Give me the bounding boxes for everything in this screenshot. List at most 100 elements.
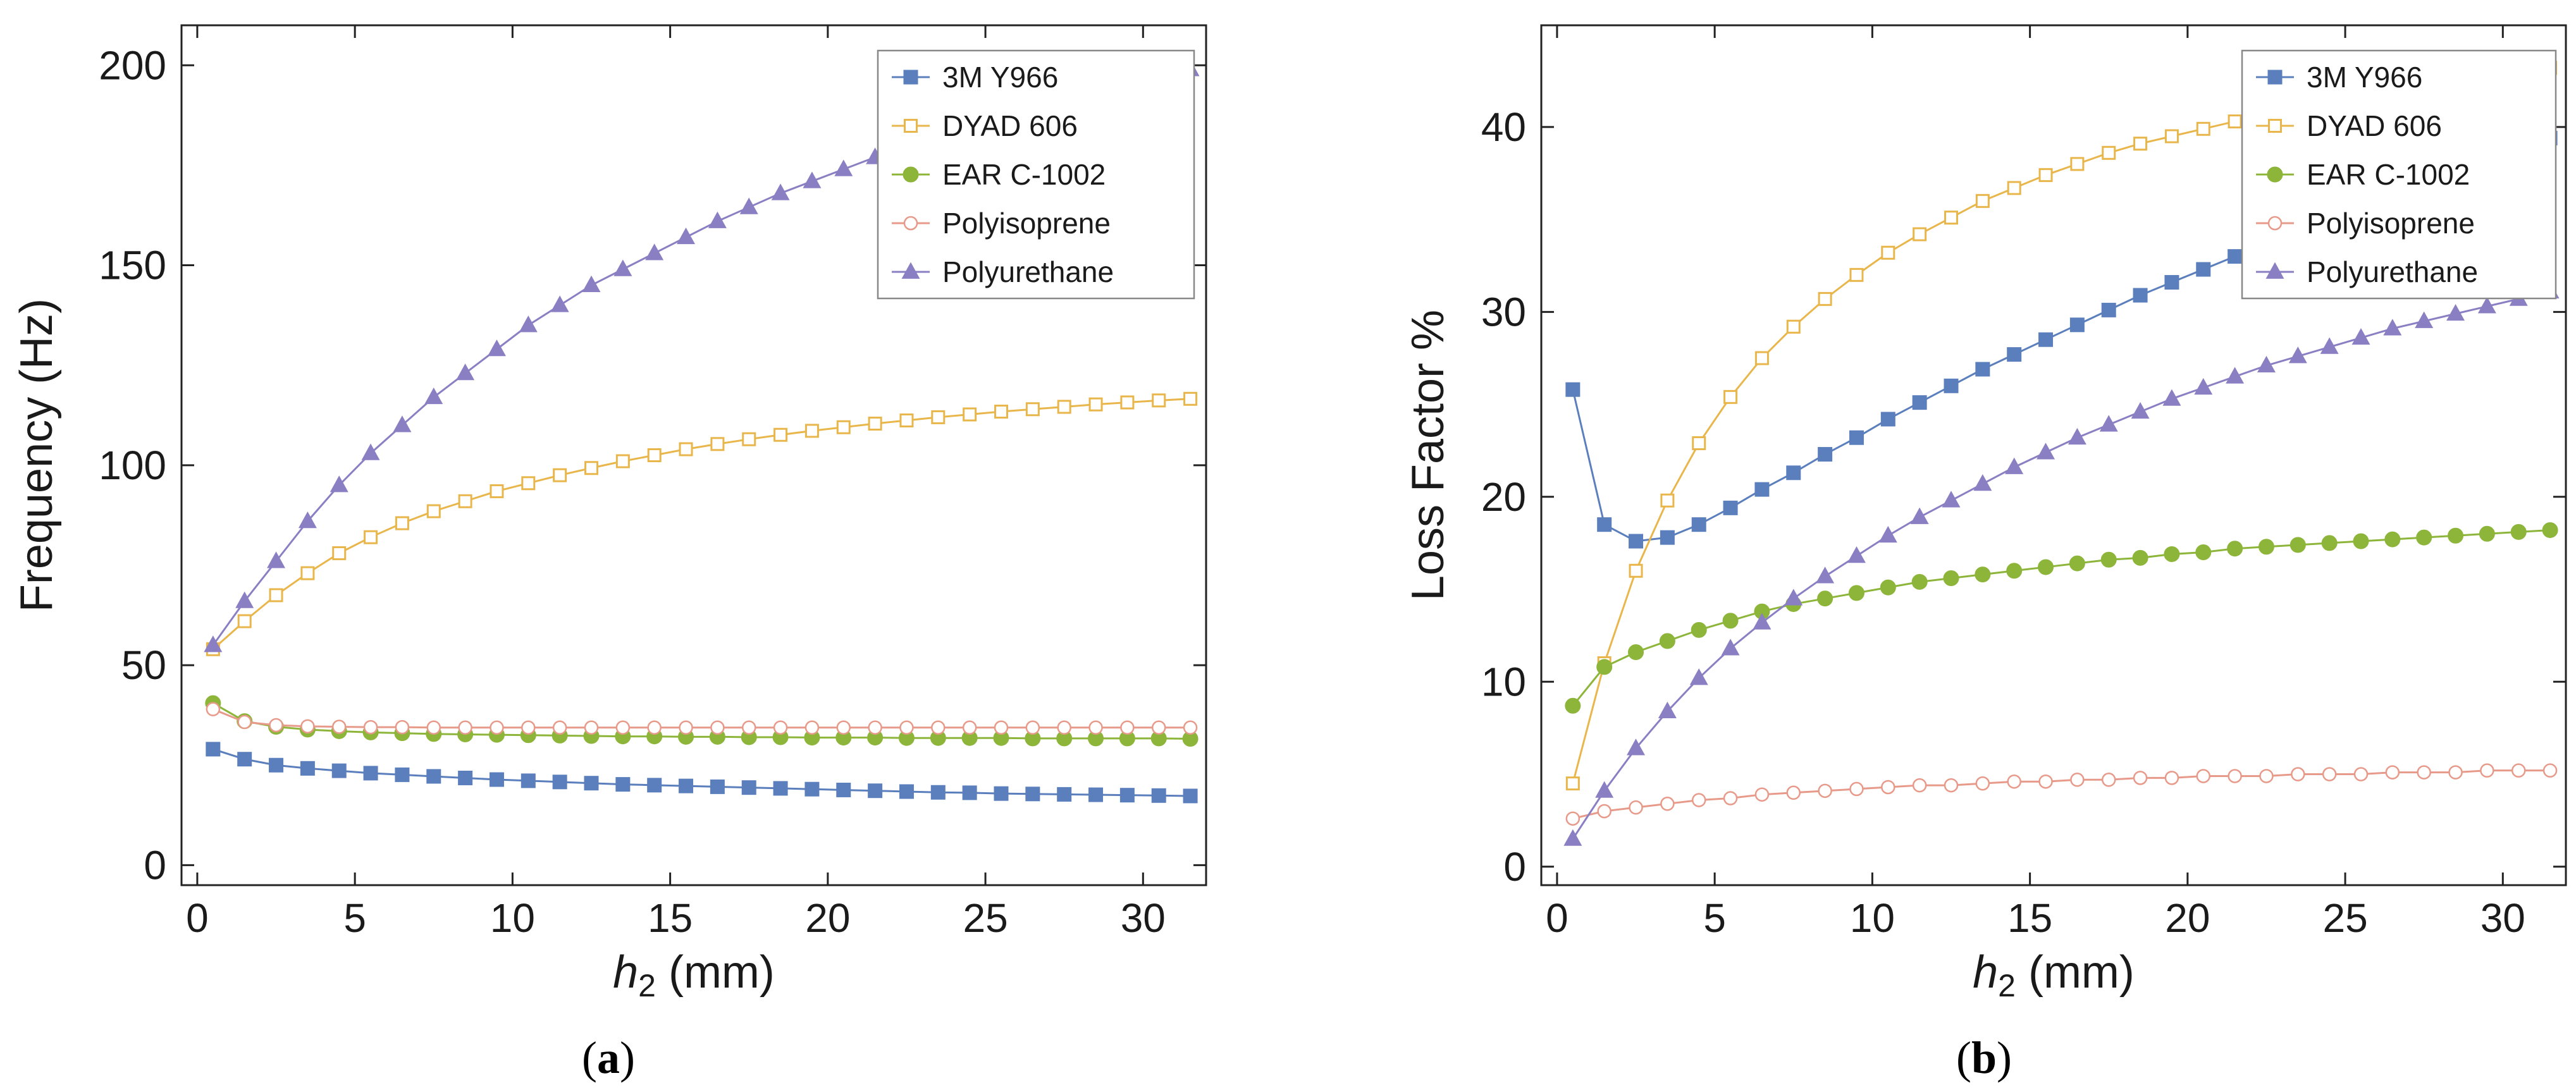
panel-a-point-polyisoprene-9 xyxy=(490,720,504,735)
panel-a-point-polyurethane-16 xyxy=(708,211,727,228)
panel-a-series-3m-y966 xyxy=(206,742,1198,804)
panel-a-point-dyad-606-19 xyxy=(804,424,819,438)
panel-a-point-polyisoprene-31 xyxy=(1183,720,1198,735)
panel-a-point-polyisoprene-17 xyxy=(741,720,756,735)
panel-b-point-ear-c-1002-23 xyxy=(2289,537,2306,553)
panel-a-point-polyurethane-2 xyxy=(267,551,286,568)
panel-a-point-polyurethane-6 xyxy=(393,415,412,432)
panel-a-ytick-label-0: 0 xyxy=(144,842,166,888)
panel-b-point-polyurethane-0 xyxy=(1563,829,1582,846)
panel-b-point-polyisoprene-15 xyxy=(2038,774,2053,789)
panel-a-point-polyurethane-10 xyxy=(519,315,538,333)
panel-b-point-dyad-606-9 xyxy=(1849,267,1864,282)
panel-b-point-polyisoprene-26 xyxy=(2385,765,2400,780)
panel-b-point-3m-y966-8 xyxy=(1818,447,1833,462)
panel-b-point-ear-c-1002-8 xyxy=(1817,591,1833,607)
panel-b-point-dyad-606-20 xyxy=(2196,121,2210,136)
panel-a-point-dyad-606-28 xyxy=(1088,397,1103,412)
panel-b-point-3m-y966-7 xyxy=(1786,465,1801,481)
panel-b-point-ear-c-1002-4 xyxy=(1691,622,1707,638)
panel-a-point-3m-y966-26 xyxy=(1025,787,1040,802)
panel-b-xtick-label-0: 0 xyxy=(1546,895,1568,941)
panel-b-point-dyad-606-15 xyxy=(2038,168,2053,182)
panel-b-point-polyisoprene-20 xyxy=(2196,769,2211,783)
panel-b-point-3m-y966-17 xyxy=(2101,302,2116,317)
panel-a-point-3m-y966-11 xyxy=(552,775,567,790)
panel-b-point-ear-c-1002-3 xyxy=(1659,633,1675,649)
panel-b-point-3m-y966-9 xyxy=(1849,430,1864,445)
panel-a-point-polyurethane-19 xyxy=(803,171,822,188)
panel-a-point-polyisoprene-15 xyxy=(679,720,693,735)
panel-b-point-dyad-606-2 xyxy=(1629,563,1643,578)
panel-b-point-ear-c-1002-18 xyxy=(2132,549,2148,566)
panel-a-point-dyad-606-2 xyxy=(269,588,283,603)
panel-b-point-polyisoprene-4 xyxy=(1691,793,1706,807)
panel-a-point-dyad-606-16 xyxy=(710,437,725,451)
panel-b-point-polyurethane-10 xyxy=(1878,525,1897,543)
panel-a-point-dyad-606-29 xyxy=(1120,395,1135,410)
panel-b-point-polyisoprene-5 xyxy=(1723,791,1738,805)
panel-a-point-polyurethane-0 xyxy=(204,635,223,652)
panel-b-point-polyurethane-27 xyxy=(2415,311,2434,328)
panel-b-point-polyisoprene-14 xyxy=(2007,774,2021,789)
panel-a-xlabel: h2 (mm) xyxy=(613,947,775,1003)
panel-b-point-polyurethane-12 xyxy=(1942,491,1961,508)
panel-a-point-3m-y966-5 xyxy=(363,766,378,781)
panel-a-point-dyad-606-8 xyxy=(458,494,472,508)
panel-b-loss-factor-chart: 0 5 10 15 20 25 30 0 10 20 30 40 Loss Factor % h2 (… xyxy=(1403,24,2567,1083)
panel-a-point-3m-y966-9 xyxy=(489,772,504,787)
panel-a-point-polyisoprene-1 xyxy=(237,714,252,730)
panel-a-point-3m-y966-19 xyxy=(804,781,820,797)
panel-a-legend: 3M Y966 DYAD 606 EAR C-1002 Polyisoprene Pol… xyxy=(877,49,1195,300)
panel-b-point-polyurethane-19 xyxy=(2162,389,2181,406)
panel-a-point-dyad-606-10 xyxy=(521,476,536,491)
panel-b-point-ear-c-1002-10 xyxy=(1880,579,1896,596)
panel-a-point-3m-y966-29 xyxy=(1119,788,1135,803)
panel-a-point-polyurethane-17 xyxy=(739,197,758,214)
panel-b-point-polyurethane-15 xyxy=(2037,443,2055,460)
panel-a-point-polyurethane-20 xyxy=(834,159,853,176)
panel-b-point-ear-c-1002-13 xyxy=(1975,566,1991,583)
panel-b-legend-label-dyad-606: DYAD 606 xyxy=(2307,109,2442,142)
panel-b-point-ear-c-1002-11 xyxy=(1911,573,1928,590)
panel-b-point-polyisoprene-13 xyxy=(1975,776,1990,791)
panel-a-point-dyad-606-21 xyxy=(868,417,882,431)
panel-b-point-ear-c-1002-22 xyxy=(2258,539,2274,555)
panel-b-legend-label-3m-y966: 3M Y966 xyxy=(2307,61,2422,94)
panel-b-legend: 3M Y966 DYAD 606 EAR C-1002 Polyisoprene Pol… xyxy=(2241,49,2557,300)
panel-a-point-dyad-606-1 xyxy=(237,614,252,628)
panel-a-point-polyisoprene-25 xyxy=(994,720,1009,735)
panel-b-point-dyad-606-17 xyxy=(2102,145,2116,160)
panel-a-marks xyxy=(204,59,1200,804)
panel-a-point-3m-y966-8 xyxy=(458,770,473,785)
panel-a-point-3m-y966-2 xyxy=(269,757,284,773)
panel-b-point-polyurethane-5 xyxy=(1721,639,1740,656)
panel-a-point-3m-y966-4 xyxy=(331,763,347,778)
panel-b-point-polyisoprene-12 xyxy=(1944,778,1959,793)
panel-b-point-ear-c-1002-27 xyxy=(2416,529,2432,546)
panel-b-point-polyurethane-9 xyxy=(1847,546,1866,563)
panel-b-point-3m-y966-14 xyxy=(2007,347,2022,362)
panel-a-legend-label-3m-y966: 3M Y966 xyxy=(942,61,1058,94)
panel-a-point-dyad-606-11 xyxy=(553,468,567,482)
panel-b-point-polyisoprene-8 xyxy=(1818,783,1832,799)
panel-b-xlabel-unit: (mm) xyxy=(2016,947,2135,998)
panel-a-point-polyurethane-11 xyxy=(550,295,569,312)
panel-b-point-polyurethane-29 xyxy=(2477,297,2496,314)
panel-a-point-polyurethane-18 xyxy=(771,183,790,200)
panel-b-point-dyad-606-21 xyxy=(2228,114,2242,129)
panel-b-legend-marker-3m-y966 xyxy=(2267,70,2283,85)
panel-a-legend-label-dyad-606: DYAD 606 xyxy=(942,109,1078,142)
panel-b-legend-marker-polyurethane xyxy=(2265,262,2284,279)
panel-b-point-dyad-606-10 xyxy=(1881,245,1895,260)
panel-a-caption-letter: a xyxy=(597,1032,620,1083)
panel-a-point-polyurethane-9 xyxy=(487,340,506,357)
panel-a-series-ear-c-1002 xyxy=(205,695,1199,747)
panel-b-point-dyad-606-14 xyxy=(2007,181,2021,195)
panel-b-point-polyisoprene-27 xyxy=(2417,765,2431,780)
panel-b-point-polyurethane-1 xyxy=(1595,781,1614,798)
panel-a-point-3m-y966-28 xyxy=(1088,787,1104,802)
panel-b-point-polyurethane-22 xyxy=(2257,355,2276,373)
panel-a-point-dyad-606-6 xyxy=(395,516,409,530)
panel-b-point-3m-y966-21 xyxy=(2228,249,2243,264)
